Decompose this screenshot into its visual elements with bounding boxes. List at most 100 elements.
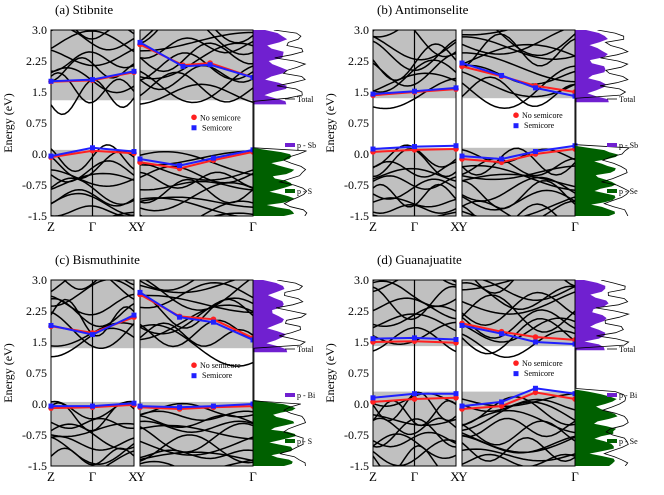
valence-band (373, 211, 456, 216)
conduction-band (140, 280, 196, 292)
kpoint-label: Γ (411, 469, 419, 484)
semicore-point (48, 78, 54, 84)
semicore-line (139, 403, 254, 409)
kpoint-label: Γ (89, 219, 97, 234)
legend-no-semicore-marker (513, 360, 519, 366)
kpoint-label: X (128, 219, 138, 234)
conduction-band (140, 294, 253, 329)
y-tick-label: 0.75 (348, 116, 369, 130)
dos-legend-label: Total (297, 95, 314, 104)
conduction-band (462, 52, 575, 83)
conduction-band (140, 65, 253, 104)
valence-band (462, 179, 575, 210)
kpoint-label: Y (458, 469, 468, 484)
y-tick-label: 0.0 (32, 147, 47, 161)
semicore-point (459, 153, 465, 159)
dos-legend-label: p - S (297, 437, 312, 446)
pdos-chalcogen-area (253, 399, 296, 466)
no-semicore-point (411, 396, 418, 402)
y-axis-label: Energy (eV) (1, 93, 15, 152)
y-tick-label: 1.5 (32, 335, 47, 349)
no-semicore-line (461, 322, 576, 341)
kpoint-label: Y (458, 219, 468, 234)
valence-band (140, 150, 253, 176)
conduction-band (462, 291, 575, 315)
conduction-band (462, 317, 575, 355)
legend-semicore-marker (191, 125, 197, 131)
no-semicore-line (461, 391, 576, 410)
conduction-band (140, 83, 253, 105)
y-tick-label: 2.25 (348, 304, 369, 318)
pdos-chalcogen-area (575, 389, 618, 466)
semicore-point (210, 403, 216, 409)
y-tick-label: -1.5 (28, 459, 47, 473)
band-gap-region (462, 346, 575, 392)
semicore-line (461, 62, 576, 98)
valence-band (140, 422, 253, 453)
dos-legend-label: p - Bi (619, 391, 638, 400)
y-tick-label: 1.5 (354, 335, 369, 349)
conduction-band (462, 30, 566, 55)
band-gap-region (462, 98, 575, 148)
valence-band (104, 450, 134, 466)
legend-no-semicore-label: No semicore (200, 361, 241, 370)
conduction-band (495, 30, 575, 57)
valence-band (462, 417, 575, 438)
semicore-point (177, 404, 183, 410)
semicore-point (180, 63, 186, 69)
legend-no-semicore-label: No semicore (522, 359, 563, 368)
valence-band (140, 181, 253, 212)
semicore-point (90, 145, 95, 151)
semicore-point (453, 85, 459, 91)
semicore-point (412, 391, 417, 397)
conduction-band (473, 280, 575, 294)
pdos-metal-area (253, 30, 288, 105)
kpoint-label: Z (47, 469, 55, 484)
y-tick-label: 1.5 (354, 85, 369, 99)
panel-a: (a) Stibnite Energy (eV) 3.0 2.25 1.5 0.75 0.0… (1, 2, 316, 234)
y-tick-label: 0.0 (354, 397, 369, 411)
semicore-point (48, 322, 54, 328)
no-semicore-point (532, 334, 539, 340)
conduction-band (140, 71, 253, 103)
conduction-band (462, 309, 575, 339)
valence-band (462, 401, 575, 432)
semicore-line (139, 291, 254, 341)
panel-title: (a) Stibnite (55, 2, 113, 17)
band-plot-right (140, 280, 253, 466)
dos-plot (253, 280, 308, 466)
kpoint-label: X (450, 469, 460, 484)
y-tick-label: 0.0 (354, 147, 369, 161)
conduction-band (140, 30, 253, 45)
semicore-point (131, 400, 137, 406)
kpoint-label: Z (369, 469, 377, 484)
y-tick-label: 0.75 (26, 116, 47, 130)
y-tick-label: 2.25 (26, 304, 47, 318)
kpoint-label: Z (369, 219, 377, 234)
valence-band (140, 451, 253, 462)
conduction-band (462, 65, 575, 110)
semicore-point (137, 289, 143, 295)
valence-band (462, 196, 575, 216)
dos-legend-label: Total (297, 345, 314, 354)
conduction-band (140, 324, 253, 367)
dos-legend-label: p - Se (619, 187, 638, 196)
semicore-point (131, 68, 137, 74)
panel-d: (d) Guanajuatite Energy (eV) 3.0 2.25 1.5 0.7… (323, 252, 638, 484)
y-tick-label: 0.75 (26, 366, 47, 380)
semicore-point (499, 156, 505, 162)
semicore-point (137, 39, 143, 45)
y-tick-label: 3.0 (354, 23, 369, 37)
semicore-point (459, 60, 465, 66)
y-axis-label: Energy (eV) (323, 93, 337, 152)
dos-legend-label: p - S (297, 187, 312, 196)
total-dos-curve (253, 280, 308, 466)
conduction-band (140, 319, 253, 348)
valence-band (110, 211, 134, 216)
legend-semicore-label: Semicore (202, 371, 233, 380)
kpoint-label: Z (47, 219, 55, 234)
semicore-point (453, 337, 459, 343)
no-semicore-line (461, 148, 576, 164)
no-semicore-point (532, 389, 539, 396)
valence-band (140, 424, 253, 440)
